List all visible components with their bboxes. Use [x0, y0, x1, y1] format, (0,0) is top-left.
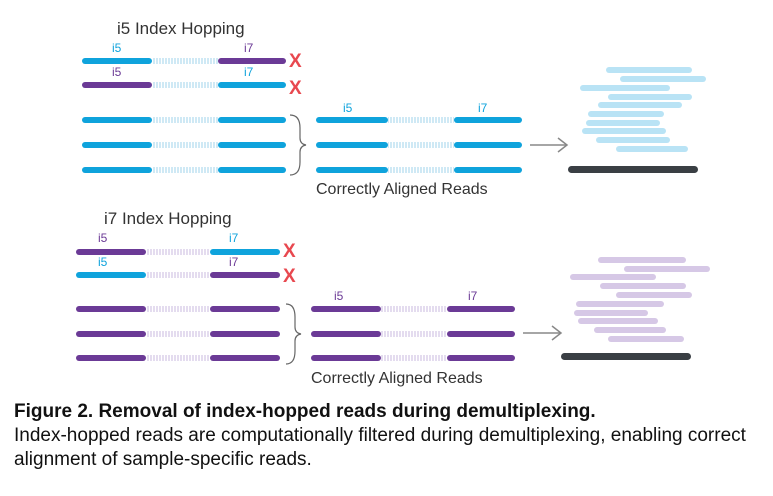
- i7-adapter: [447, 306, 515, 312]
- read-pileup: [570, 257, 710, 342]
- i5-label: i5: [112, 41, 122, 55]
- i5-label: i5: [334, 289, 344, 303]
- i5-adapter: [311, 355, 381, 361]
- i5-adapter: [316, 142, 388, 148]
- i5-adapter: [76, 272, 146, 278]
- i5-adapter: [76, 331, 146, 337]
- panel-i7-hopping: i7 Index Hopping i5 i7 X i5 i7 X: [76, 209, 710, 387]
- aligned-reads: i5 i7: [311, 289, 515, 361]
- insert: [388, 167, 454, 173]
- i7-label: i7: [468, 289, 478, 303]
- i7-adapter: [210, 249, 280, 255]
- i7-label: i7: [244, 65, 254, 79]
- insert: [388, 142, 454, 148]
- panel-title: i7 Index Hopping: [104, 209, 232, 228]
- i7-label: i7: [229, 255, 239, 269]
- caption-body: Index-hopped reads are computationally f…: [14, 425, 746, 470]
- rejected-x-icon: X: [289, 78, 302, 99]
- insert: [152, 167, 218, 173]
- arrow-icon: [530, 137, 569, 153]
- insert: [146, 331, 210, 337]
- i5-label: i5: [98, 231, 108, 245]
- insert: [152, 142, 218, 148]
- i7-adapter: [218, 142, 286, 148]
- rejected-x-icon: X: [283, 266, 296, 287]
- i5-label: i5: [98, 255, 108, 269]
- caption-title: Figure 2. Removal of index-hopped reads …: [14, 401, 596, 422]
- i5-adapter: [76, 306, 146, 312]
- grouping-brace: [285, 303, 302, 365]
- insert: [146, 355, 210, 361]
- insert: [381, 331, 447, 337]
- i7-adapter: [210, 272, 280, 278]
- insert: [388, 117, 454, 123]
- i7-adapter: [218, 82, 286, 88]
- insert: [381, 355, 447, 361]
- i7-adapter: [218, 117, 286, 123]
- i7-adapter: [210, 331, 280, 337]
- i5-adapter: [316, 167, 388, 173]
- panel-title: i5 Index Hopping: [117, 19, 245, 38]
- i7-adapter: [218, 58, 286, 64]
- reference-genome: [561, 353, 691, 360]
- i7-adapter: [454, 167, 522, 173]
- panel-i5-hopping: i5 Index Hopping i5 i7 X i5 i7 X: [82, 19, 706, 198]
- insert: [146, 272, 210, 278]
- i7-label: i7: [229, 231, 239, 245]
- hopped-read-2: i5 i7 X: [76, 255, 296, 287]
- read-pileup: [580, 67, 706, 152]
- figure-caption: Figure 2. Removal of index-hopped reads …: [14, 400, 764, 472]
- i7-adapter: [454, 117, 522, 123]
- i7-adapter: [210, 306, 280, 312]
- i5-label: i5: [343, 101, 353, 115]
- index-hopping-diagram: i5 Index Hopping i5 i7 X i5 i7 X: [76, 19, 710, 387]
- grouping-brace: [289, 114, 307, 176]
- aligned-reads-label: Correctly Aligned Reads: [316, 181, 488, 198]
- i5-adapter: [311, 331, 381, 337]
- i7-label: i7: [244, 41, 254, 55]
- i5-label: i5: [112, 65, 122, 79]
- hopped-read-1: i5 i7 X: [76, 231, 296, 262]
- aligned-reads-label: Correctly Aligned Reads: [311, 370, 483, 387]
- correct-reads: [82, 117, 286, 173]
- arrow-icon: [523, 325, 563, 341]
- i5-adapter: [82, 117, 152, 123]
- insert: [146, 306, 210, 312]
- hopped-read-2: i5 i7 X: [82, 65, 302, 99]
- correct-reads: [76, 306, 280, 361]
- insert: [152, 58, 218, 64]
- i5-adapter: [82, 142, 152, 148]
- i5-adapter: [82, 58, 152, 64]
- i5-adapter: [316, 117, 388, 123]
- i5-adapter: [76, 249, 146, 255]
- i5-adapter: [82, 167, 152, 173]
- rejected-x-icon: X: [289, 51, 302, 72]
- i5-adapter: [82, 82, 152, 88]
- i7-adapter: [447, 331, 515, 337]
- hopped-read-1: i5 i7 X: [82, 41, 302, 72]
- i7-adapter: [454, 142, 522, 148]
- insert: [152, 117, 218, 123]
- i5-adapter: [76, 355, 146, 361]
- i7-adapter: [210, 355, 280, 361]
- insert: [152, 82, 218, 88]
- i7-adapter: [218, 167, 286, 173]
- i5-adapter: [311, 306, 381, 312]
- insert: [146, 249, 210, 255]
- i7-adapter: [447, 355, 515, 361]
- reference-genome: [568, 166, 698, 173]
- i7-label: i7: [478, 101, 488, 115]
- insert: [381, 306, 447, 312]
- rejected-x-icon: X: [283, 241, 296, 262]
- aligned-reads: i5 i7: [316, 101, 522, 173]
